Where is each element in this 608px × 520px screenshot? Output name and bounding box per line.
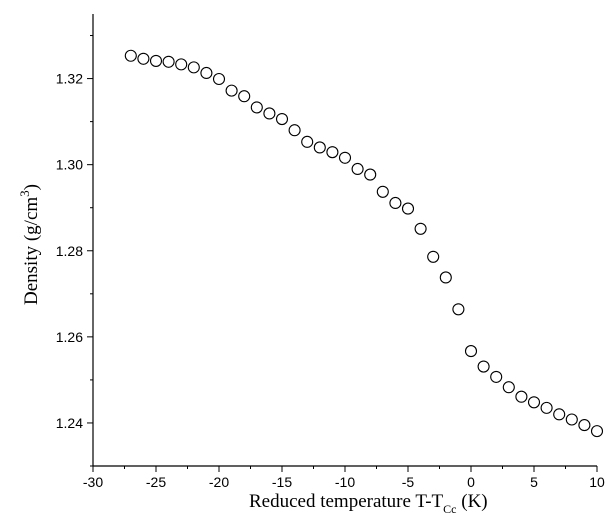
data-point bbox=[439, 271, 452, 284]
x-tick-label: 5 bbox=[530, 474, 538, 490]
data-point bbox=[250, 101, 263, 114]
data-point bbox=[527, 396, 541, 409]
data-point bbox=[326, 146, 339, 159]
x-tick-label: -5 bbox=[402, 474, 415, 490]
data-point bbox=[351, 162, 364, 176]
x-axis-title: Reduced temperature T-TCc (K) bbox=[249, 491, 488, 515]
x-axis-ticks: -30 -25 -20 -15 -10 -5 0 5 10 bbox=[83, 466, 605, 490]
y-tick-label: 1.26 bbox=[56, 329, 83, 345]
y-axis-title: Density (g/cm3) bbox=[17, 184, 42, 305]
data-point bbox=[288, 124, 301, 137]
x-tick-label: -25 bbox=[146, 474, 166, 490]
data-point bbox=[590, 425, 604, 438]
data-point bbox=[376, 185, 389, 198]
x-axis-title-subscript: Cc bbox=[443, 502, 456, 515]
data-point bbox=[301, 135, 314, 148]
data-point bbox=[187, 61, 200, 74]
data-point bbox=[200, 66, 213, 80]
data-point bbox=[565, 413, 578, 426]
x-tick-label: -10 bbox=[335, 474, 355, 490]
data-point bbox=[553, 408, 566, 421]
y-axis-title-main: Density (g/cm bbox=[21, 197, 42, 305]
data-points bbox=[124, 49, 604, 438]
y-tick-label: 1.30 bbox=[56, 157, 83, 173]
x-axis-title-unit: (K) bbox=[457, 491, 488, 512]
data-point bbox=[502, 381, 515, 394]
data-point bbox=[464, 345, 478, 358]
x-tick-label: -30 bbox=[83, 474, 103, 490]
y-tick-label: 1.28 bbox=[56, 243, 83, 259]
y-tick-label: 1.24 bbox=[56, 415, 83, 431]
data-point bbox=[162, 55, 175, 68]
data-point bbox=[212, 72, 226, 86]
data-point bbox=[124, 49, 137, 62]
data-point bbox=[490, 370, 503, 383]
data-point bbox=[225, 84, 238, 97]
y-axis-ticks: 1.24 1.26 1.28 1.30 1.32 bbox=[56, 35, 93, 467]
y-axis-title-superscript: 3 bbox=[17, 190, 32, 197]
data-point bbox=[175, 58, 188, 71]
axes bbox=[92, 14, 597, 467]
data-point bbox=[427, 250, 440, 263]
x-tick-label: -20 bbox=[209, 474, 229, 490]
data-point bbox=[275, 112, 289, 126]
data-point bbox=[414, 222, 427, 235]
data-point bbox=[389, 196, 402, 210]
x-tick-label: 10 bbox=[589, 474, 605, 490]
data-point bbox=[452, 303, 465, 316]
data-point bbox=[137, 52, 150, 65]
x-tick-label: -15 bbox=[272, 474, 292, 490]
data-point bbox=[313, 141, 326, 154]
y-axis-title-close: ) bbox=[21, 184, 42, 190]
data-point bbox=[149, 54, 163, 67]
data-point bbox=[364, 168, 377, 181]
data-point bbox=[540, 401, 553, 414]
data-point bbox=[263, 107, 276, 120]
data-point bbox=[515, 390, 528, 403]
data-point bbox=[401, 202, 415, 215]
x-axis-title-main: Reduced temperature T-T bbox=[249, 491, 444, 512]
y-tick-label: 1.32 bbox=[56, 71, 83, 87]
data-point bbox=[578, 419, 591, 432]
x-tick-label: 0 bbox=[467, 474, 475, 490]
data-point bbox=[338, 151, 352, 164]
data-point bbox=[477, 360, 490, 373]
data-point bbox=[238, 90, 251, 103]
